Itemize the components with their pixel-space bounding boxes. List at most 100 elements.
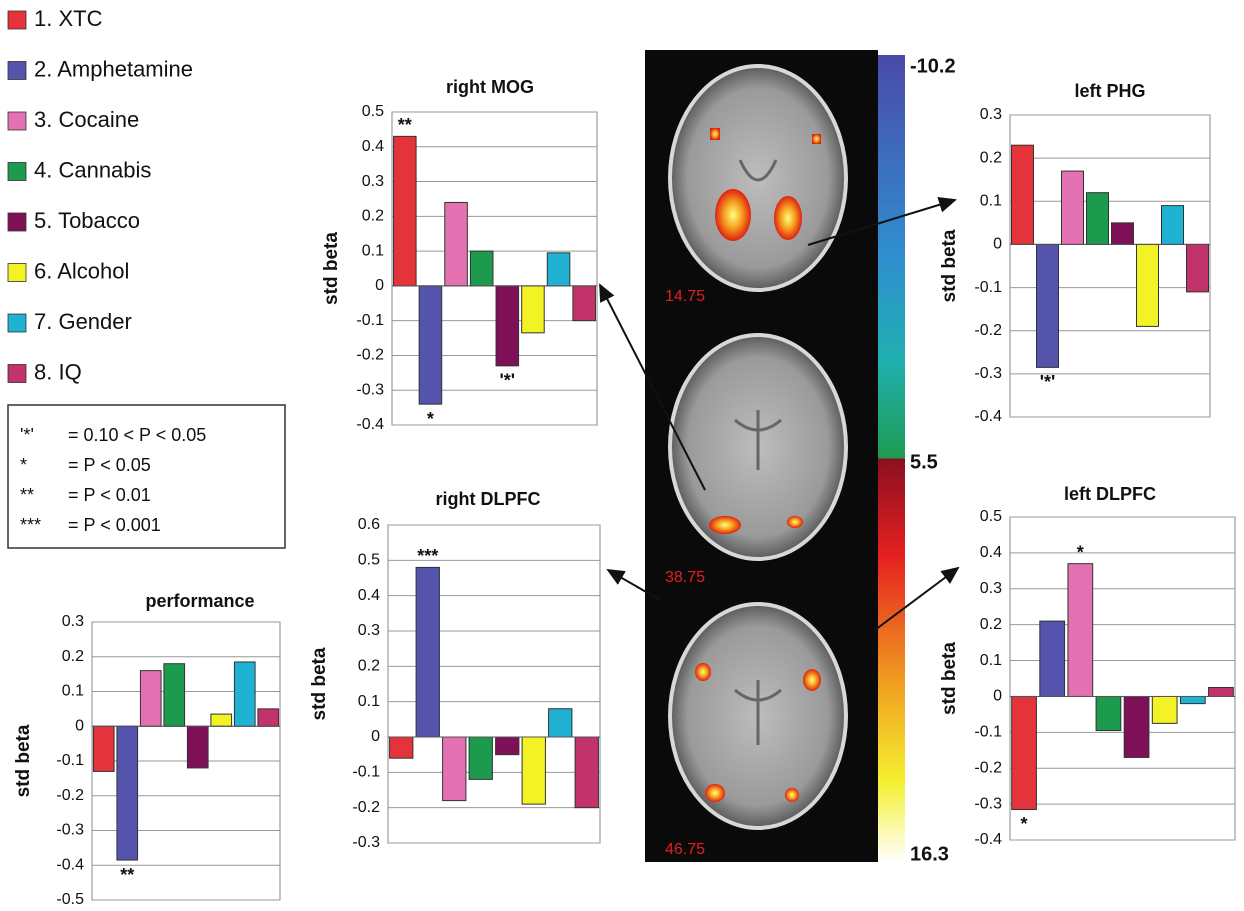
y-tick-label: 0.5 [362,103,384,120]
significance-label: * [1077,542,1084,562]
bar [1162,206,1184,245]
y-tick-label: 0.5 [358,552,380,569]
legend-swatch [8,11,26,29]
y-tick-label: 0 [375,277,384,294]
bar [117,726,138,860]
y-tick-label: -0.1 [974,724,1002,741]
bar [1068,564,1093,697]
y-tick-label: 0.5 [980,508,1002,525]
bar [469,737,492,779]
y-tick-label: 0.3 [980,580,1002,597]
bar [445,202,468,285]
legend-swatch [8,163,26,181]
key-symbol: * [20,455,27,475]
legend-label: 5. Tobacco [34,208,140,233]
y-axis-label: std beta [309,647,330,720]
y-tick-label: 0.3 [980,106,1002,123]
y-tick-label: -0.2 [352,799,380,816]
bar [575,737,598,808]
bar [496,737,519,755]
y-tick-label: 0.1 [980,193,1002,210]
y-tick-label: -0.5 [56,891,84,908]
significance-label: * [427,409,434,429]
bar [258,709,279,726]
bar [522,737,545,804]
legend-swatch [8,213,26,231]
y-tick-label: -0.3 [356,381,384,398]
bar [470,251,493,286]
bar [1124,696,1149,757]
y-tick-label: 0.3 [358,622,380,639]
bar [1012,145,1034,244]
legend-label: 1. XTC [34,6,103,31]
chart-title: left PHG [1074,81,1145,101]
bar [1112,223,1134,245]
legend-label: 8. IQ [34,359,82,384]
slice-label: 14.75 [665,288,705,305]
bar [573,286,596,321]
y-tick-label: 0.1 [62,683,84,700]
significance-label: * [1021,814,1028,834]
y-tick-label: -0.4 [356,416,384,433]
y-tick-label: 0.2 [362,208,384,225]
y-tick-label: -0.4 [56,856,84,873]
y-tick-label: 0.3 [362,173,384,190]
legend-label: 7. Gender [34,309,132,334]
legend-swatch [8,264,26,282]
legend-label: 2. Amphetamine [34,56,193,81]
y-tick-label: -0.1 [352,764,380,781]
bar [1062,171,1084,244]
colorbar-label: 16.3 [910,843,949,865]
chart-title: right MOG [446,77,534,97]
y-tick-label: -0.1 [974,279,1002,296]
significance-label: ** [120,865,134,885]
y-tick-label: -0.4 [974,831,1002,848]
y-tick-label: 0 [371,728,380,745]
significance-label: *** [417,546,438,566]
bar [1152,696,1177,723]
y-tick-label: 0.1 [358,693,380,710]
y-tick-label: 0.2 [62,648,84,665]
bar [1012,696,1037,809]
key-text: = P < 0.05 [68,455,151,475]
y-axis-label: std beta [939,642,960,715]
y-axis-label: std beta [13,724,34,797]
legend-label: 4. Cannabis [34,157,151,182]
brain-panel [645,50,905,862]
significance-label: ** [398,115,412,135]
bar [547,253,570,286]
legend-swatch [8,62,26,80]
y-tick-label: -0.1 [356,312,384,329]
y-axis-label: std beta [939,229,960,302]
y-tick-label: 0.1 [362,242,384,259]
y-tick-label: 0 [75,717,84,734]
legend-swatch [8,112,26,130]
bar [1137,244,1159,326]
y-tick-label: -0.2 [356,347,384,364]
chart-title: performance [145,591,254,611]
y-tick-label: -0.4 [974,408,1002,425]
key-symbol: *** [20,515,41,535]
figure: 1. XTC2. Amphetamine3. Cocaine4. Cannabi… [0,0,1244,911]
y-tick-label: 0.2 [358,658,380,675]
bar [1187,244,1209,291]
y-tick-label: 0.4 [362,138,384,155]
bar [1180,696,1205,703]
bar [549,709,572,737]
significance-label: '*' [500,371,516,391]
y-axis-label: std beta [321,232,342,305]
bar [187,726,208,768]
bar [164,664,185,727]
chart-title: right DLPFC [436,489,541,509]
y-tick-label: 0.4 [358,587,380,604]
y-tick-label: -0.3 [56,822,84,839]
bar [416,567,439,737]
y-tick-label: 0 [993,236,1002,253]
colorbar-label: 5.5 [910,451,938,473]
significance-label: '*' [1040,372,1056,392]
key-text: = 0.10 < P < 0.05 [68,425,206,445]
legend-label: 6. Alcohol [34,258,129,283]
bar [394,136,417,286]
y-tick-label: -0.2 [974,322,1002,339]
bar [390,737,413,758]
